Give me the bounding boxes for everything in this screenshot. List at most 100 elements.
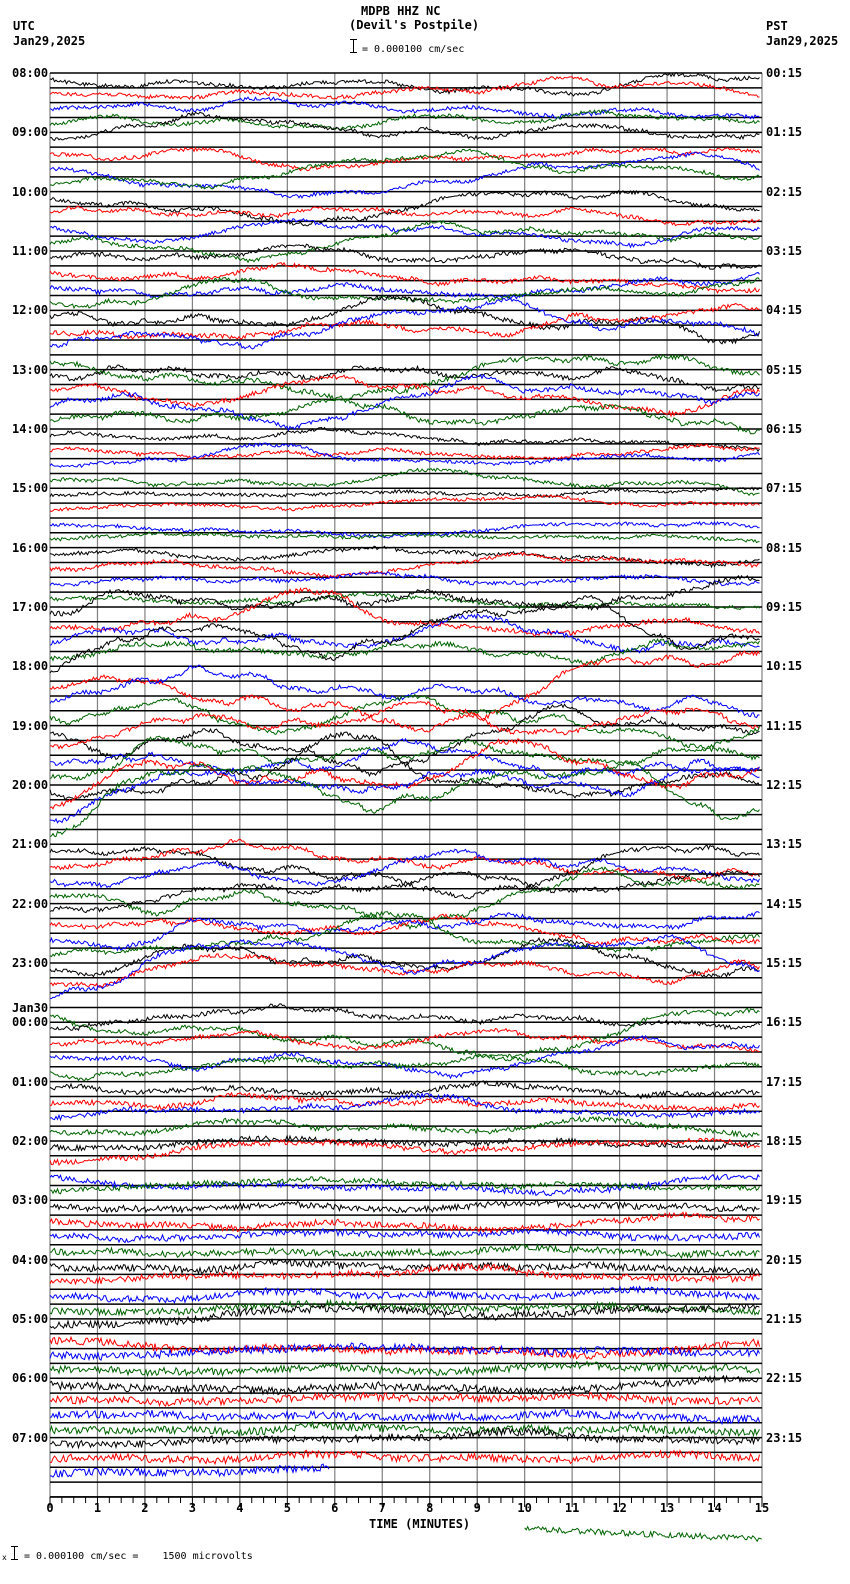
- pst-hour-label: 14:15: [766, 896, 803, 911]
- utc-hour-label: 19:00: [12, 718, 49, 733]
- seismic-trace: [49, 1285, 760, 1304]
- seismic-trace: [49, 1053, 760, 1082]
- utc-hour-label: 16:00: [12, 540, 49, 555]
- utc-hour-label: 13:00: [12, 362, 49, 377]
- seismic-trace: [49, 571, 760, 587]
- seismic-trace: [49, 205, 760, 227]
- scale-bar-icon: [350, 39, 360, 53]
- seismic-trace: [49, 551, 760, 580]
- utc-hour-label: 09:00: [12, 125, 49, 140]
- utc-hour-label: 14:00: [12, 421, 49, 436]
- seismic-trace: [49, 1003, 760, 1032]
- pst-hour-label: 18:15: [766, 1133, 803, 1148]
- seismic-trace: [49, 426, 760, 453]
- seismic-trace: [49, 1137, 760, 1166]
- seismic-trace: [49, 1360, 760, 1378]
- seismic-trace: [49, 1391, 760, 1408]
- seismic-trace: [49, 353, 760, 401]
- seismic-trace: [49, 731, 760, 801]
- pst-hour-label: 17:15: [766, 1074, 803, 1089]
- seismic-trace: [49, 757, 760, 824]
- seismic-trace: [49, 1115, 760, 1138]
- seismic-trace: [49, 1091, 760, 1113]
- seismic-trace: [49, 1463, 330, 1478]
- seismic-trace: [49, 1335, 760, 1360]
- x-tick-label: 5: [283, 1501, 291, 1515]
- left-timezone: UTC: [13, 19, 35, 33]
- pst-hour-label: 02:15: [766, 184, 803, 199]
- pst-hour-label: 13:15: [766, 837, 803, 852]
- x-tick-label: 2: [141, 1501, 149, 1515]
- seismic-trace: [49, 870, 760, 914]
- footer-scale-bar-icon: [11, 1546, 21, 1560]
- seismic-trace: [49, 934, 760, 1000]
- utc-hour-label: 00:00: [12, 1015, 49, 1030]
- seismic-trace: [50, 1243, 760, 1260]
- x-tick-label: 7: [378, 1501, 386, 1515]
- seismic-trace: [50, 1449, 760, 1466]
- left-date: Jan29,2025: [13, 34, 86, 48]
- seismic-trace: [49, 261, 760, 294]
- utc-hour-label: 23:00: [12, 955, 49, 970]
- x-tick-label: 4: [236, 1501, 244, 1515]
- seismic-trace: [49, 151, 760, 199]
- seismic-trace: [49, 1080, 760, 1100]
- x-tick-label: 14: [707, 1501, 722, 1515]
- seismic-trace: [49, 737, 760, 781]
- seismic-trace: [49, 364, 760, 393]
- footer-scale-text: = 0.000100 cm/sec = 1500 microvolts: [24, 1551, 253, 1562]
- seismic-trace: [49, 520, 760, 539]
- seismic-trace: [49, 594, 760, 674]
- pst-hour-label: 23:15: [766, 1430, 803, 1445]
- seismic-trace: [49, 937, 760, 979]
- x-tick-label: 15: [754, 1501, 770, 1515]
- utc-hour-label: 07:00: [12, 1430, 49, 1445]
- utc-hour-label: 03:00: [12, 1193, 49, 1208]
- seismic-trace: [49, 243, 760, 270]
- seismic-trace: [49, 953, 760, 989]
- x-tick-label: 3: [188, 1501, 196, 1515]
- seismic-trace: [49, 913, 760, 947]
- utc-hour-label: 12:00: [12, 303, 49, 318]
- pst-hour-label: 16:15: [766, 1015, 803, 1030]
- pst-hour-label: 15:15: [766, 955, 803, 970]
- utc-hour-label: 06:00: [12, 1371, 49, 1386]
- seismic-trace: [49, 761, 760, 838]
- seismic-trace: [49, 1034, 760, 1080]
- seismic-trace: [49, 218, 760, 249]
- pst-hour-label: 04:15: [766, 303, 803, 318]
- seismic-trace: [50, 1176, 760, 1195]
- scale-text: = 0.000100 cm/sec: [362, 44, 465, 55]
- seismic-trace: [49, 1374, 760, 1397]
- seismic-trace: [49, 650, 760, 733]
- seismic-trace: [49, 467, 760, 497]
- seismic-trace: [49, 1408, 760, 1426]
- x-tick-label: 11: [564, 1501, 580, 1515]
- trailing-trace-segment: [524, 1525, 762, 1543]
- seismic-trace: [49, 844, 760, 900]
- seismic-trace: [49, 1027, 760, 1053]
- seismic-trace: [49, 96, 760, 120]
- pst-hour-label: 03:15: [766, 243, 803, 258]
- right-timezone: PST: [766, 19, 788, 33]
- pst-hour-label: 22:15: [766, 1371, 803, 1386]
- utc-hour-label: 10:00: [12, 184, 49, 199]
- pst-hour-label: 06:15: [766, 421, 803, 436]
- seismic-trace: [49, 591, 760, 611]
- site-name: (Devil's Postpile): [349, 18, 480, 32]
- pst-hour-label: 07:15: [766, 481, 803, 496]
- seismic-trace: [49, 1211, 760, 1235]
- x-tick-label: 13: [659, 1501, 675, 1515]
- seismic-trace: [49, 737, 760, 810]
- seismic-trace: [49, 1227, 760, 1244]
- seismic-trace: [49, 374, 760, 418]
- seismic-trace: [49, 109, 760, 131]
- seismic-trace: [49, 373, 760, 432]
- seismic-trace: [49, 1007, 760, 1062]
- seismic-trace: [49, 189, 760, 227]
- seismic-trace: [49, 494, 760, 513]
- seismic-trace: [49, 76, 760, 100]
- seismic-trace: [49, 531, 760, 544]
- seismic-trace: [49, 1302, 760, 1330]
